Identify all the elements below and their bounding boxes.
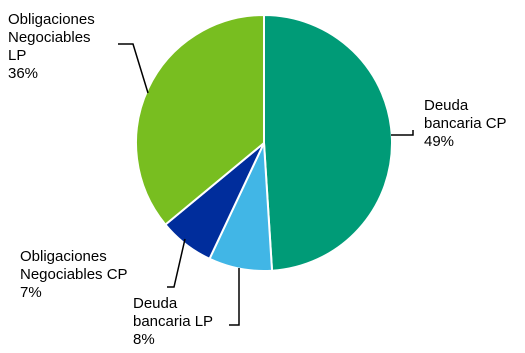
- slice-label-line-2-0: Obligaciones: [20, 248, 107, 265]
- slice-percent-1: 8%: [133, 331, 155, 348]
- pie-slices: [135, 13, 393, 272]
- leader-line-2: [167, 238, 186, 288]
- slice-percent-2: 7%: [20, 284, 42, 301]
- slice-label-line-1-1: bancaria LP: [133, 313, 213, 330]
- slice-label-3: Obligaciones Negociables LP 36%: [8, 11, 95, 82]
- slice-label-line-1-0: Deuda: [133, 295, 178, 312]
- leader-line-0: [391, 130, 414, 136]
- slice-label-line-3-1: Negociables: [8, 29, 91, 46]
- pie-slice-3: [135, 13, 265, 226]
- slice-label-line-0-0: Deuda: [424, 97, 469, 114]
- slice-label-line-3-2: LP: [8, 47, 26, 64]
- slice-label-0: Deuda bancaria CP 49%: [424, 97, 507, 150]
- slice-label-line-0-1: bancaria CP: [424, 115, 507, 132]
- slice-label-line-3-0: Obligaciones: [8, 11, 95, 28]
- slice-percent-0: 49%: [424, 133, 454, 150]
- leader-lines: [118, 43, 414, 326]
- slice-label-2: Obligaciones Negociables CP 7%: [20, 248, 128, 301]
- pie-slice-0: [263, 13, 393, 272]
- slice-label-1: Deuda bancaria LP 8%: [133, 295, 213, 348]
- leader-line-1: [229, 268, 240, 326]
- slice-labels: Deuda bancaria CP 49%Deuda bancaria LP 8%Obl…: [8, 11, 507, 348]
- slice-label-line-2-1: Negociables CP: [20, 266, 128, 283]
- leader-line-3: [118, 43, 149, 94]
- slice-percent-3: 36%: [8, 65, 38, 82]
